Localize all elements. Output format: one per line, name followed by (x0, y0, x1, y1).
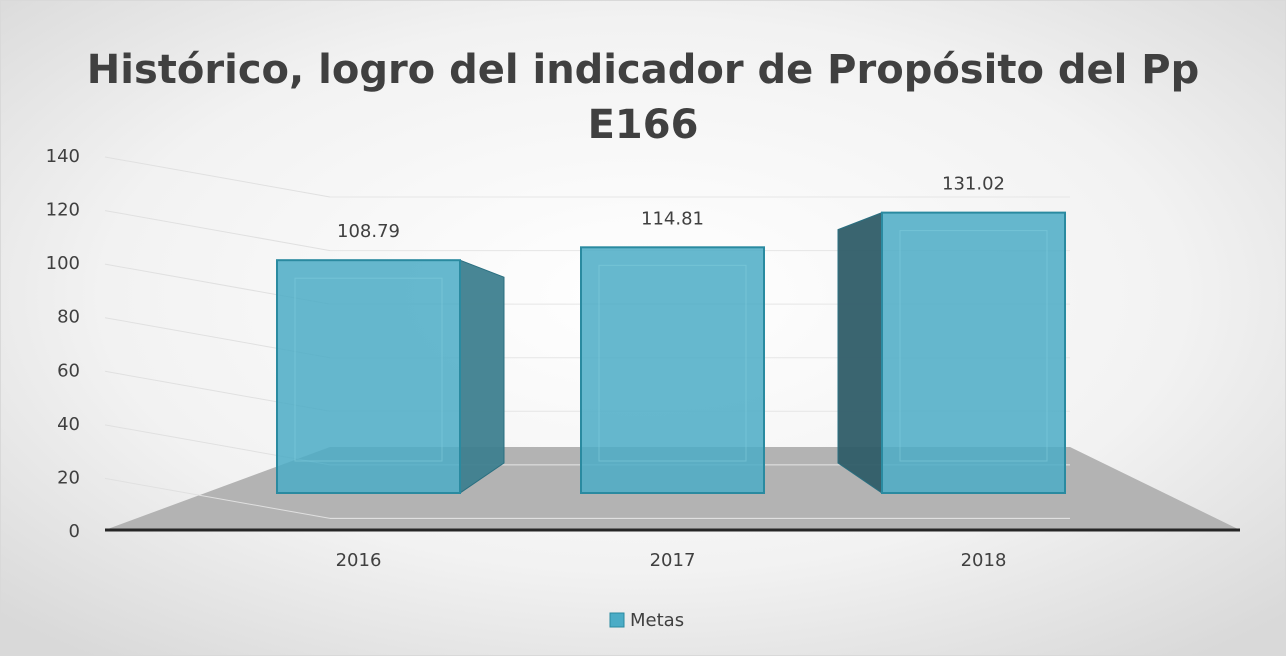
grid-line (104, 156, 331, 198)
data-label: 108.79 (337, 221, 400, 242)
grid-line (104, 477, 331, 519)
bar-side (837, 211, 883, 494)
y-tick-label: 0 (69, 521, 80, 542)
grid-line (104, 210, 331, 252)
bar (276, 259, 461, 494)
x-tick-label: 2018 (961, 550, 1007, 571)
y-tick-label: 60 (57, 360, 80, 381)
bar-inner-edge (294, 277, 443, 462)
y-tick-label: 140 (46, 146, 80, 167)
y-tick-label: 80 (57, 307, 80, 328)
y-tick-label: 20 (57, 467, 80, 488)
data-label: 131.02 (942, 174, 1005, 195)
y-tick-label: 100 (46, 253, 80, 274)
bar-inner-edge (899, 230, 1048, 462)
bar (580, 246, 765, 494)
x-tick-label: 2017 (650, 550, 696, 571)
data-label: 114.81 (641, 208, 704, 229)
chart-title: Histórico, logro del indicador de Propós… (87, 47, 1199, 148)
bar-side (459, 259, 505, 494)
bar-inner-edge (598, 264, 747, 462)
x-tick-label: 2016 (336, 550, 382, 571)
bar (881, 211, 1066, 495)
y-tick-label: 40 (57, 414, 80, 435)
legend-label: Metas (630, 610, 684, 631)
y-tick-label: 120 (46, 200, 80, 221)
legend-swatch (609, 612, 625, 628)
